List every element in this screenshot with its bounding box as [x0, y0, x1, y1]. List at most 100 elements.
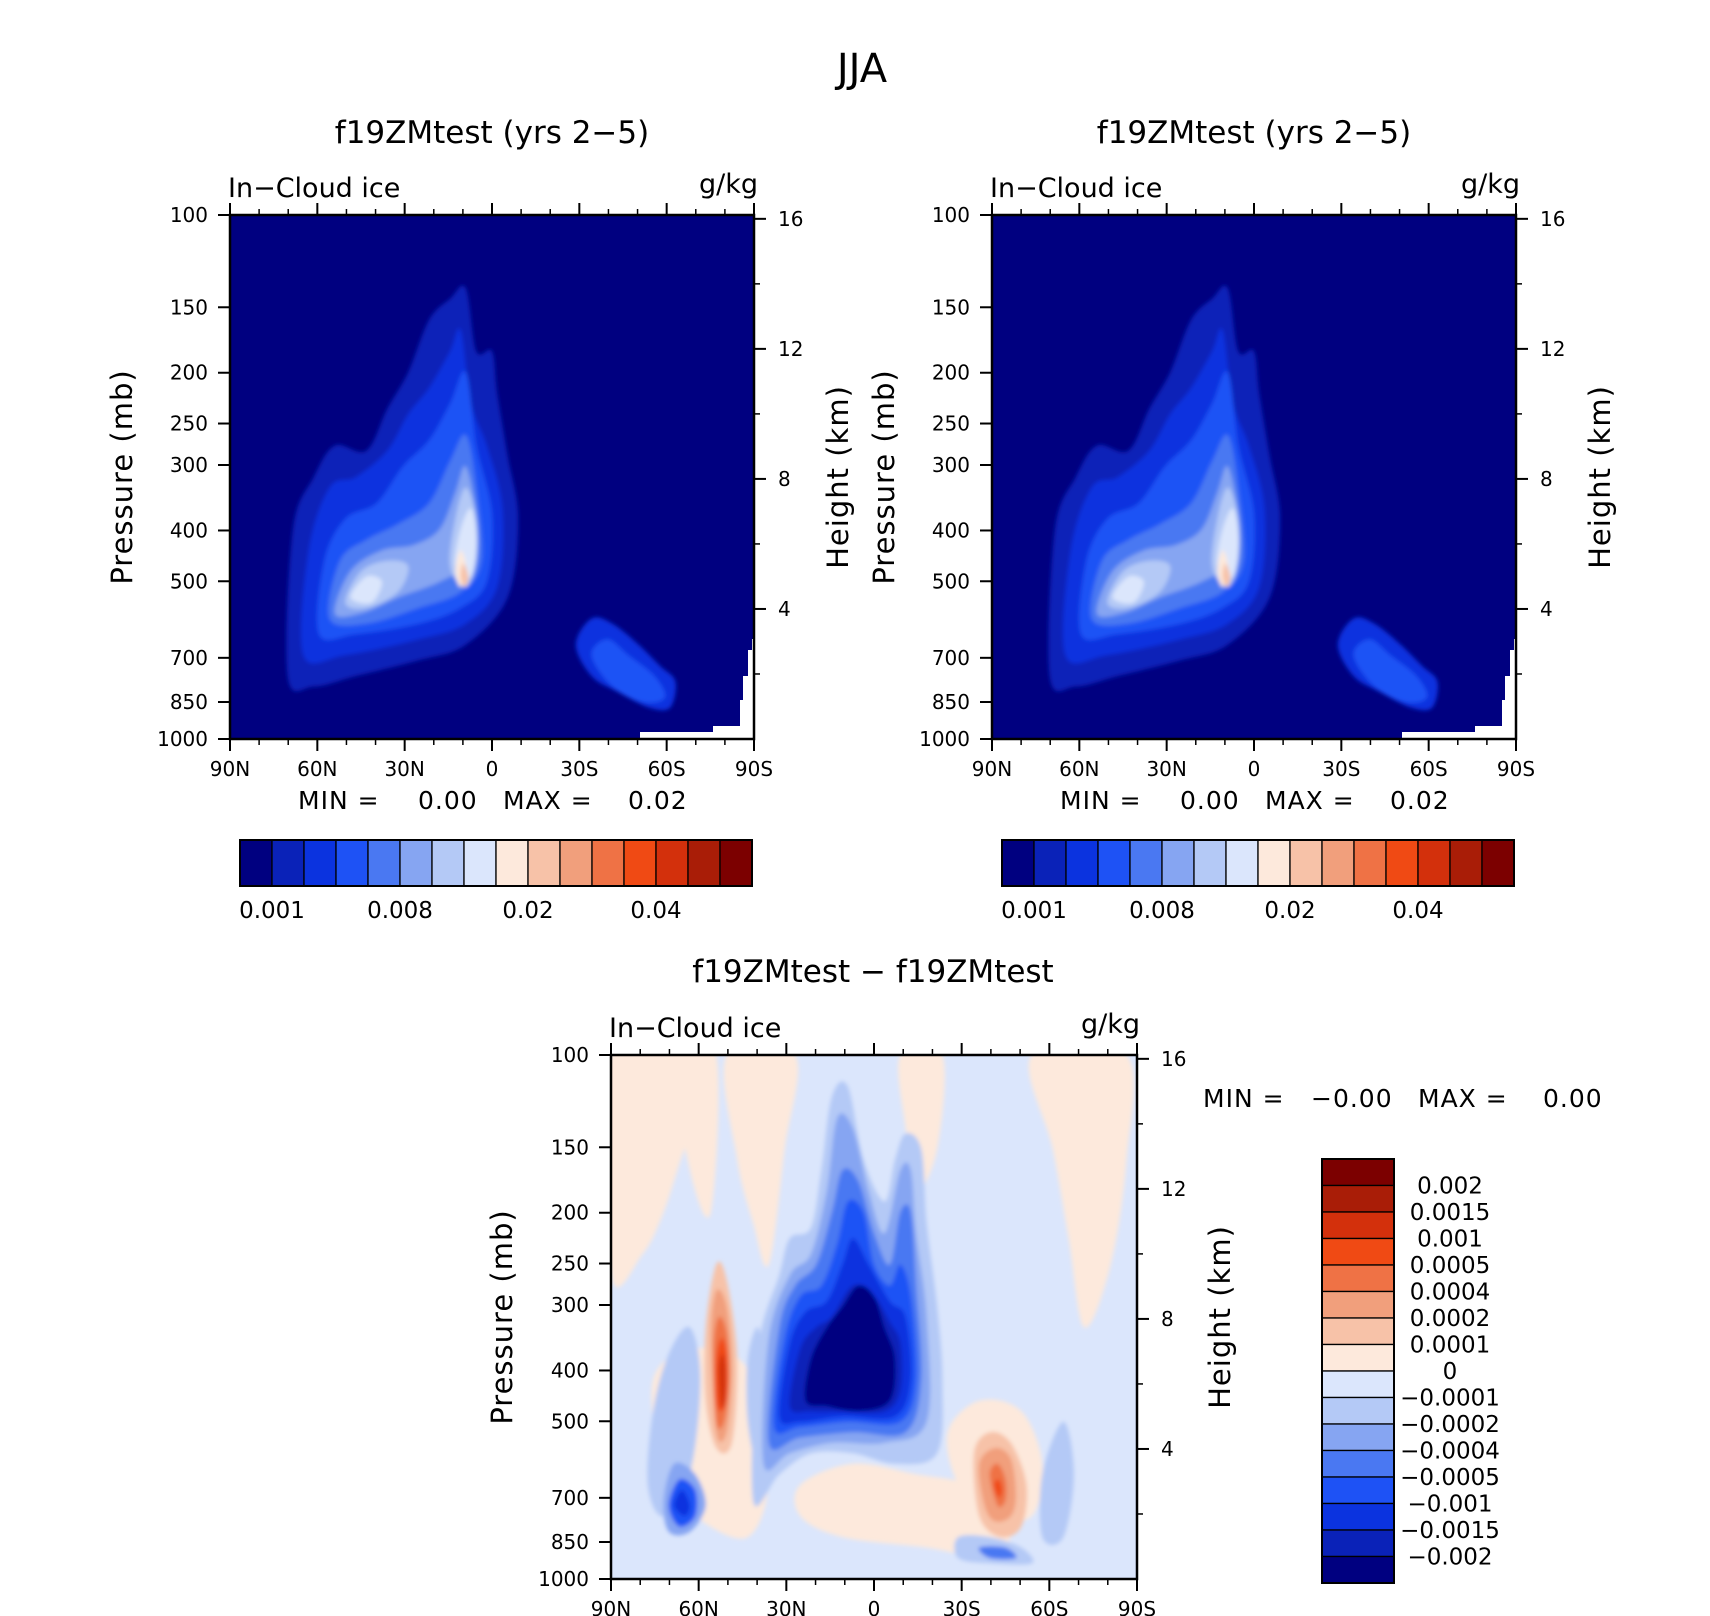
panel-difference: f19ZMtest − f19ZMtest In−Cloud ice g/kg … [485, 954, 1603, 1616]
y-tick-label: 850 [170, 690, 208, 714]
colorbar-box [1321, 1423, 1395, 1452]
y-right-tick-label: 16 [1540, 207, 1565, 231]
y-tick-label: 700 [932, 646, 970, 670]
colorbar: 0.001 0.008 0.02 0.04 [1001, 839, 1515, 924]
y-tick-label: 250 [932, 412, 970, 436]
y-tick-label: 250 [170, 412, 208, 436]
y-tick-label: 150 [932, 295, 970, 319]
y-right-tick-label: 12 [1540, 337, 1565, 361]
colorbar-label: 0 [1443, 1359, 1458, 1385]
colorbar-box [1321, 1555, 1395, 1584]
y-tick-label: 400 [170, 518, 208, 542]
colorbar-frame [1001, 839, 1515, 887]
colorbar-box [463, 839, 497, 887]
y-right-tick-label: 16 [1161, 1047, 1186, 1071]
min-label: MIN = [298, 786, 380, 815]
units-label: g/kg [699, 169, 758, 200]
stats: MIN = 0.00 MAX = 0.02 [298, 786, 688, 815]
plot-area [611, 1055, 1137, 1579]
contour-level-7 [350, 575, 383, 604]
positive-region [723, 1055, 799, 1267]
colorbar-box [719, 839, 753, 887]
x-tick-label: 30N [1146, 757, 1186, 781]
max-value: 0.02 [628, 786, 688, 815]
colorbar-box [1129, 839, 1163, 887]
x-tick-label: 90N [210, 757, 250, 781]
colorbar-box [431, 839, 465, 887]
contour-level-9 [460, 563, 469, 587]
colorbar-label: 0.008 [1129, 898, 1195, 924]
colorbar: 0.0020.00150.0010.00050.00040.00020.0001… [1321, 1158, 1500, 1584]
contour-level-7 [1112, 575, 1145, 604]
y-right-tick-label: 8 [778, 467, 791, 491]
colorbar-box [527, 839, 561, 887]
colorbar-box [1321, 1396, 1395, 1425]
y-tick-label: 700 [170, 646, 208, 670]
colorbar-box [1257, 839, 1291, 887]
colorbar-label: −0.0004 [1400, 1439, 1500, 1465]
x-tick-label: 30S [560, 757, 598, 781]
colorbar-box [335, 839, 369, 887]
colorbar-label: 0.0001 [1410, 1333, 1490, 1359]
x-tick-label: 90N [591, 1597, 631, 1616]
negative-region [674, 1489, 690, 1517]
colorbar-label: 0.02 [1264, 898, 1315, 924]
colorbar-box [1033, 839, 1067, 887]
colorbar-box [271, 839, 305, 887]
x-tick-label: 60S [1030, 1597, 1068, 1616]
y-tick-label: 100 [932, 203, 970, 227]
colorbar-box [1097, 839, 1131, 887]
x-tick-label: 60S [1410, 757, 1448, 781]
x-tick-label: 60S [648, 757, 686, 781]
y-axis-label: Pressure (mb) [105, 369, 139, 584]
contour-level-3 [591, 639, 666, 703]
y-tick-label: 100 [170, 203, 208, 227]
panel-title: f19ZMtest (yrs 2−5) [335, 115, 649, 151]
max-value: 0.00 [1543, 1084, 1603, 1113]
colorbar-box [239, 839, 273, 887]
variable-label: In−Cloud ice [228, 173, 400, 204]
colorbar: 0.001 0.008 0.02 0.04 [239, 839, 753, 924]
colorbar-label: 0.001 [1001, 898, 1067, 924]
x-tick-label: 0 [1248, 757, 1261, 781]
colorbar-label: −0.0002 [1400, 1412, 1500, 1438]
panel-title: f19ZMtest (yrs 2−5) [1097, 115, 1411, 151]
y-tick-label: 500 [932, 569, 970, 593]
negative-region [746, 1327, 764, 1465]
colorbar-label: 0.0004 [1410, 1280, 1490, 1306]
colorbar-box [1321, 839, 1355, 887]
colorbar-label: −0.0001 [1400, 1386, 1500, 1412]
colorbar-label: 0.04 [630, 898, 681, 924]
colorbar-box [687, 839, 721, 887]
max-label: MAX = [1418, 1084, 1508, 1113]
y-tick-label: 200 [932, 361, 970, 385]
colorbar-box [303, 839, 337, 887]
y-tick-label: 500 [170, 569, 208, 593]
x-tick-label: 0 [486, 757, 499, 781]
y-axis-right-label: Height (km) [821, 385, 855, 569]
positive-region [794, 1463, 1010, 1560]
y-tick-label: 200 [551, 1201, 589, 1225]
min-value: 0.00 [418, 786, 478, 815]
colorbar-box [1321, 1237, 1395, 1266]
colorbar-label: −0.001 [1407, 1492, 1492, 1518]
colorbar-box [1321, 1264, 1395, 1293]
y-tick-label: 300 [932, 453, 970, 477]
colorbar-box [1481, 839, 1515, 887]
y-axis-right-label: Height (km) [1583, 385, 1617, 569]
variable-label: In−Cloud ice [609, 1013, 781, 1044]
units-label: g/kg [1081, 1009, 1140, 1040]
y-tick-label: 500 [551, 1409, 589, 1433]
x-tick-label: 30N [766, 1597, 806, 1616]
x-tick-label: 60N [678, 1597, 718, 1616]
min-value: 0.00 [1180, 786, 1240, 815]
y-tick-label: 850 [932, 690, 970, 714]
y-axis-label: Pressure (mb) [867, 369, 901, 584]
x-tick-label: 90S [1497, 757, 1535, 781]
colorbar-box [655, 839, 689, 887]
variable-label: In−Cloud ice [990, 173, 1162, 204]
colorbar-box [1321, 1211, 1395, 1240]
colorbar-box [1385, 839, 1419, 887]
colorbar-box [1321, 1343, 1395, 1372]
colorbar-label: −0.002 [1407, 1545, 1492, 1571]
